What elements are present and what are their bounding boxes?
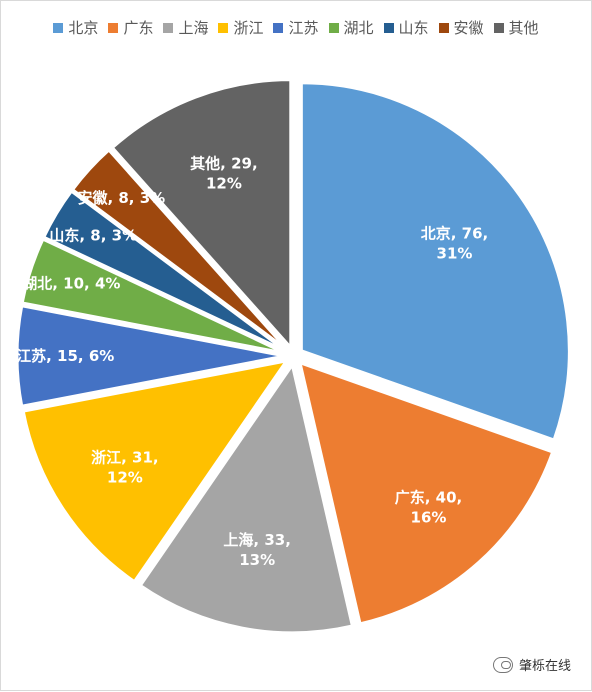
slice-label: 其他, 29, 12% <box>190 154 258 192</box>
slice-label-line1: 广东, 40, <box>395 489 463 507</box>
slice-label-line1: 山东, 8, 3% <box>49 227 137 245</box>
legend-label: 广东 <box>123 19 154 37</box>
pie-slice <box>41 189 288 353</box>
slice-label-line1: 江苏, 15, 6% <box>16 347 114 365</box>
legend-item: 北京 <box>53 17 98 38</box>
legend-item: 浙江 <box>218 17 263 38</box>
legend-swatch <box>53 22 64 33</box>
slice-label-line1: 浙江, 31, <box>91 448 159 466</box>
pie-slice <box>15 304 286 408</box>
slice-label: 北京, 76, 31% <box>421 224 489 262</box>
chart-legend: 北京 广东 上海 浙江 江苏 湖北 山东 安徽 其他 <box>1 17 591 38</box>
legend-item: 山东 <box>383 17 429 38</box>
legend-label: 上海 <box>178 19 209 37</box>
slice-label-line2: 12% <box>206 174 242 192</box>
legend-swatch <box>383 22 394 33</box>
slice-label-line2: 16% <box>411 509 447 527</box>
legend-swatch <box>108 22 119 33</box>
watermark: 肇栎在线 <box>492 655 571 674</box>
legend-label: 湖北 <box>343 19 374 37</box>
legend-label: 北京 <box>68 19 99 37</box>
slice-label: 安徽, 8, 3% <box>77 189 165 207</box>
legend-item: 上海 <box>163 17 208 38</box>
legend-swatch <box>328 22 339 33</box>
legend-item: 其他 <box>493 17 539 38</box>
pie-slice <box>299 81 571 442</box>
legend-swatch <box>218 22 229 33</box>
legend-swatch <box>163 22 174 33</box>
legend-item: 安徽 <box>438 17 484 38</box>
pie-slice <box>110 78 293 352</box>
pie-slice <box>297 360 555 626</box>
pie-slice <box>20 237 287 355</box>
slice-label-line1: 上海, 33, <box>223 531 291 549</box>
wechat-icon <box>492 656 513 673</box>
pie-slice <box>70 147 289 352</box>
slice-label-line1: 其他, 29, <box>190 154 258 172</box>
legend-label: 其他 <box>508 19 539 37</box>
slice-label: 上海, 33, 13% <box>223 531 291 569</box>
legend-label: 江苏 <box>288 19 319 37</box>
legend-label: 山东 <box>398 19 429 37</box>
slice-label-line2: 13% <box>239 551 275 569</box>
legend-item: 江苏 <box>273 17 319 38</box>
legend-item: 湖北 <box>328 17 374 38</box>
slice-label-line1: 湖北, 10, 4% <box>22 275 120 293</box>
watermark-text: 肇栎在线 <box>518 659 571 674</box>
pie-slice <box>138 361 355 635</box>
slice-label: 湖北, 10, 4% <box>22 275 120 293</box>
slice-label-line1: 北京, 76, <box>421 224 489 242</box>
slice-label-line2: 12% <box>107 468 143 486</box>
slice-label: 广东, 40, 16% <box>395 489 463 527</box>
slice-label-line2: 31% <box>437 244 473 262</box>
slice-label: 浙江, 31, 12% <box>91 448 159 486</box>
slice-label: 山东, 8, 3% <box>49 227 137 245</box>
legend-label: 浙江 <box>233 19 264 37</box>
slice-label-line1: 安徽, 8, 3% <box>77 189 165 207</box>
legend-swatch <box>438 22 449 33</box>
slice-label: 江苏, 15, 6% <box>16 347 114 365</box>
legend-swatch <box>493 22 504 33</box>
legend-label: 安徽 <box>453 19 484 37</box>
legend-swatch <box>273 22 284 33</box>
pie-slice <box>21 358 290 584</box>
legend-item: 广东 <box>108 17 153 38</box>
